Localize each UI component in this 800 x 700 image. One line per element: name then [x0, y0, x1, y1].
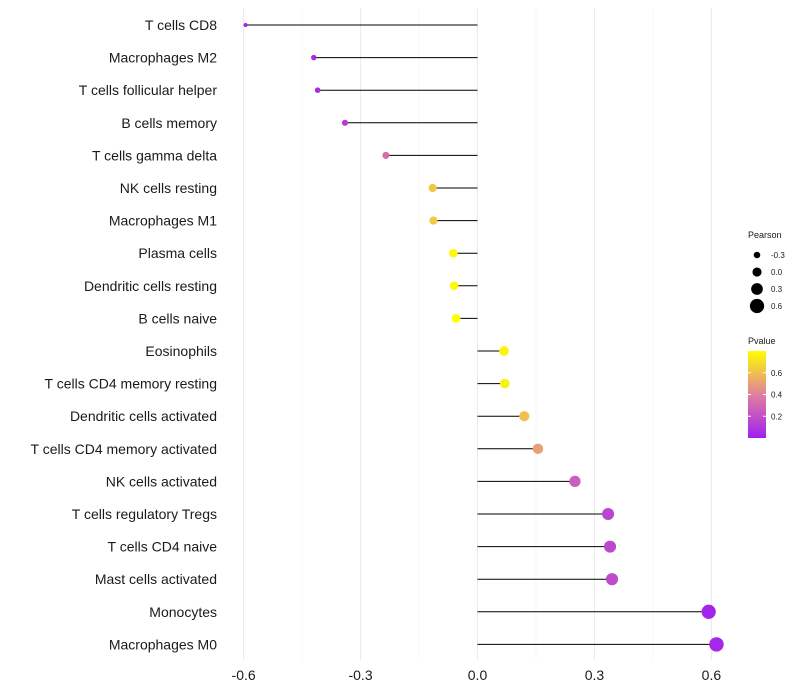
dot-layer [243, 23, 724, 652]
lollipop-dot [429, 216, 438, 225]
lollipop-dot [243, 23, 248, 27]
size-legend-label: 0.6 [771, 302, 783, 311]
lollipop-dot [428, 183, 437, 193]
lollipop-dot [382, 151, 390, 159]
color-legend-title: Pvalue [748, 336, 776, 346]
color-legend-label: 0.4 [771, 391, 783, 400]
colorbar [748, 351, 766, 438]
grid-layer [243, 8, 712, 660]
lollipop-dot [604, 540, 617, 553]
lollipop-dot [314, 87, 321, 93]
stem-layer [245, 24, 717, 645]
size-legend-key [751, 283, 763, 295]
x-tick-label: -0.6 [232, 667, 256, 683]
y-tick-label: T cells gamma delta [92, 147, 217, 163]
y-tick-label: T cells regulatory Tregs [72, 506, 217, 522]
y-tick-label: T cells CD4 memory activated [31, 441, 217, 457]
y-tick-label: Monocytes [149, 604, 217, 620]
y-tick-label: NK cells resting [120, 180, 217, 196]
lollipop-dot [451, 314, 461, 323]
color-legend-label: 0.2 [771, 412, 783, 421]
x-tick-label: -0.3 [348, 667, 372, 683]
lollipop-dot [499, 378, 510, 389]
y-tick-label: Plasma cells [138, 245, 217, 261]
y-tick-label: T cells CD4 memory resting [45, 376, 217, 392]
y-tick-label: Dendritic cells activated [70, 408, 217, 424]
y-tick-label: Macrophages M2 [109, 50, 217, 66]
lollipop-dot [532, 443, 544, 455]
size-legend-label: -0.3 [771, 251, 785, 260]
size-legend-title: Pearson [748, 230, 782, 240]
y-tick-label: Macrophages M0 [109, 636, 217, 652]
y-tick-label: NK cells activated [106, 473, 217, 489]
color-legend: Pvalue 0.6 0.4 0.2 [748, 336, 783, 438]
lollipop-dot [311, 54, 317, 61]
color-legend-label: 0.6 [771, 369, 783, 378]
y-tick-label: Mast cells activated [95, 571, 217, 587]
y-axis-labels: T cells CD8 Macrophages M2 T cells follicu… [31, 17, 218, 652]
size-legend: Pearson -0.3 0.0 0.3 0.6 [748, 230, 785, 314]
x-axis-ticks: -0.6 -0.3 0.0 0.3 0.6 [232, 667, 722, 683]
lollipop-dot [449, 248, 458, 258]
x-tick-label: 0.6 [702, 667, 722, 683]
y-tick-label: Dendritic cells resting [84, 278, 217, 294]
x-tick-label: 0.3 [585, 667, 605, 683]
size-legend-label: 0.3 [771, 285, 783, 294]
lollipop-dot [709, 637, 724, 652]
y-tick-label: T cells CD8 [145, 17, 217, 33]
size-legend-label: 0.0 [771, 268, 783, 277]
lollipop-dot [605, 573, 619, 586]
y-tick-label: T cells follicular helper [79, 82, 218, 98]
lollipop-dot [701, 604, 716, 619]
x-tick-label: 0.0 [468, 667, 488, 683]
lollipop-dot [341, 119, 349, 126]
y-tick-label: Macrophages M1 [109, 213, 217, 229]
size-legend-key [749, 298, 765, 314]
y-tick-label: T cells CD4 naive [108, 539, 218, 555]
lollipop-dot [569, 475, 581, 488]
lollipop-dot [449, 281, 459, 291]
lollipop-dot [602, 507, 615, 521]
size-legend-key [753, 251, 761, 259]
y-tick-label: Eosinophils [145, 343, 217, 359]
lollipop-dot [499, 346, 509, 356]
lollipop-dot [519, 411, 530, 422]
size-legend-key [752, 267, 762, 277]
y-tick-label: B cells memory [121, 115, 217, 131]
y-tick-label: B cells naive [138, 310, 217, 326]
